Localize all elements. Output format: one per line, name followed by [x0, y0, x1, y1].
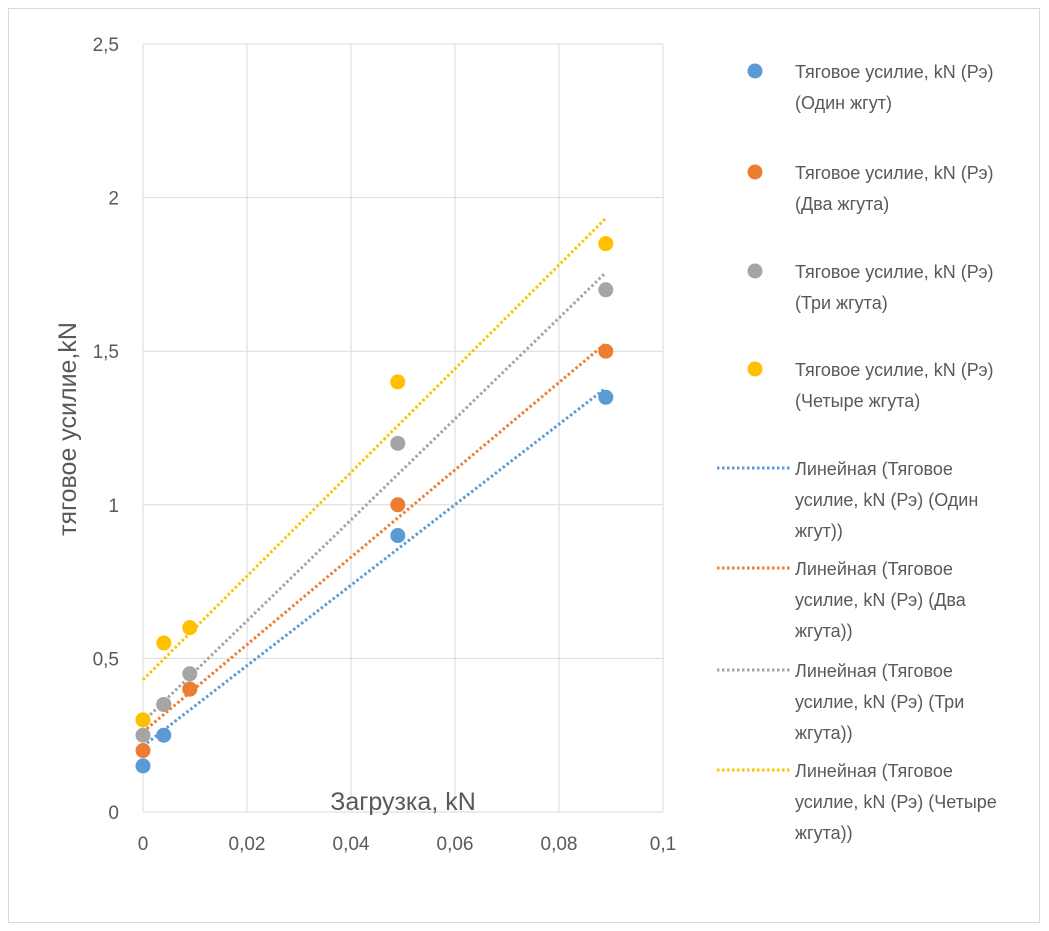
legend-label: жгута)) — [795, 723, 853, 743]
legend-label: Тяговое усилие, kN (Рэ) — [795, 360, 994, 380]
data-point — [135, 712, 151, 728]
trendline — [141, 271, 607, 723]
legend-marker — [747, 63, 763, 79]
data-point — [390, 435, 406, 451]
data-point — [182, 620, 198, 636]
data-point — [598, 389, 614, 405]
legend-marker — [747, 164, 763, 180]
data-point — [598, 343, 614, 359]
data-point — [598, 236, 614, 252]
y-tick-label: 1 — [108, 496, 119, 517]
x-tick-label: 0 — [138, 834, 149, 855]
legend-label: Линейная (Тяговое — [795, 559, 953, 579]
trendline — [141, 217, 607, 681]
legend-marker — [747, 263, 763, 279]
y-tick-label: 1,5 — [93, 342, 119, 363]
data-point — [390, 497, 406, 513]
x-tick-label: 0,08 — [541, 834, 578, 855]
data-point — [182, 681, 198, 697]
data-point — [135, 743, 151, 759]
data-point — [182, 666, 198, 682]
y-tick-label: 0 — [108, 803, 119, 824]
legend-label: Тяговое усилие, kN (Рэ) — [795, 163, 994, 183]
x-tick-label: 0,1 — [650, 834, 676, 855]
legend-label: усилие, kN (Рэ) (Один — [795, 490, 978, 510]
y-axis-title: тяговое усилие,kN — [54, 322, 82, 536]
legend-label: Линейная (Тяговое — [795, 761, 953, 781]
legend-label: (Один жгут) — [795, 93, 892, 113]
legend-label: усилие, kN (Рэ) (Четыре — [795, 792, 997, 812]
legend-marker — [747, 361, 763, 377]
data-point — [390, 528, 406, 544]
legend: Тяговое усилие, kN (Рэ) (Один жгут) Тягово… — [717, 62, 997, 843]
legend-label: жгут)) — [795, 521, 843, 541]
legend-label: Тяговое усилие, kN (Рэ) — [795, 262, 994, 282]
legend-label: (Три жгута) — [795, 293, 888, 313]
y-tick-label: 0,5 — [93, 649, 119, 670]
x-axis-title: Загрузка, kN — [330, 788, 476, 816]
x-tick-label: 0,02 — [229, 834, 266, 855]
x-tick-label: 0,04 — [333, 834, 370, 855]
chart-frame — [8, 8, 1040, 923]
x-tick-label: 0,06 — [437, 834, 474, 855]
legend-label: Тяговое усилие, kN (Рэ) — [795, 62, 994, 82]
data-point — [390, 374, 406, 390]
legend-label: жгута)) — [795, 823, 853, 843]
y-tick-label: 2,5 — [93, 35, 119, 56]
trendlines — [141, 217, 607, 748]
data-point — [156, 727, 172, 743]
data-point — [135, 727, 151, 743]
trendline — [142, 386, 607, 748]
data-point — [598, 282, 614, 298]
tick-labels: 0 0,02 0,04 0,06 0,08 0,1 0 0,5 1 1,5 2 2,5 — [93, 35, 677, 855]
y-tick-label: 2 — [108, 189, 119, 210]
legend-label: (Четыре жгута) — [795, 391, 920, 411]
trendline — [142, 342, 607, 734]
legend-label: Линейная (Тяговое — [795, 459, 953, 479]
legend-label: усилие, kN (Рэ) (Два — [795, 590, 967, 610]
data-point — [135, 758, 151, 774]
data-point — [156, 635, 172, 651]
legend-label: Линейная (Тяговое — [795, 661, 953, 681]
data-point — [156, 696, 172, 712]
gridlines — [142, 43, 664, 813]
legend-label: усилие, kN (Рэ) (Три — [795, 692, 964, 712]
legend-label: (Два жгута) — [795, 194, 889, 214]
legend-label: жгута)) — [795, 621, 853, 641]
data-points — [135, 236, 614, 774]
